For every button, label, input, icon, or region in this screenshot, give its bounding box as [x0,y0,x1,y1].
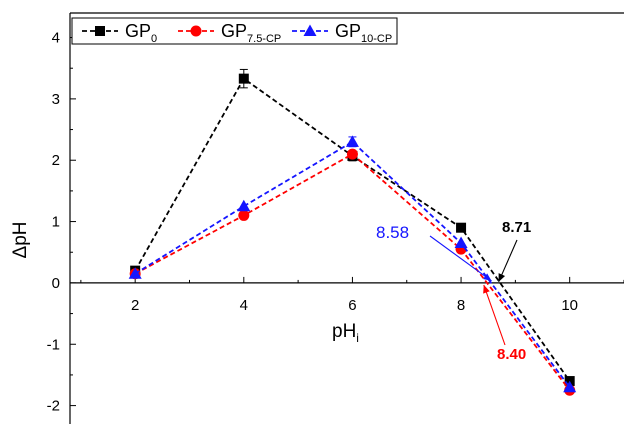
x-axis-title-sub: i [356,331,359,345]
annotations: 8.71 8.58 8.40 [376,219,531,363]
data-point [238,209,250,221]
annotation-label: 8.71 [502,219,531,236]
tick-marks: 2 4 6 8 10 -2 -1 0 1 2 3 4 [47,30,624,415]
legend-label: GP7.5-CP [221,21,281,45]
y-tick-label: -2 [47,398,60,415]
legend-label: GP10-CP [335,21,392,45]
y-tick-label: 0 [52,275,60,292]
series-layer [128,68,577,396]
data-point [345,135,359,147]
data-point [238,73,249,84]
legend: GP0 GP7.5-CP GP10-CP [71,17,398,45]
annotation-arrowhead [498,273,506,282]
annotation-8.71: 8.71 [498,219,531,283]
annotation-8.40: 8.40 [483,284,526,363]
x-tick-label: 10 [561,297,578,314]
data-point [563,380,577,393]
data-point [237,199,251,212]
series-10-CP [128,135,577,393]
annotation-8.58: 8.58 [376,223,492,282]
y-axis-title: ΔpH [10,222,31,259]
data-point [456,222,467,233]
x-axis-title: pHi [332,321,359,345]
data-point [128,267,142,279]
axes [69,12,624,424]
y-tick-label: 4 [52,30,60,47]
annotation-arrow-line [483,284,506,346]
annotation-arrowhead [483,273,492,281]
legend-marker [303,24,317,36]
annotation-arrow-line [429,235,492,282]
legend-marker [95,26,105,36]
x-tick-label: 6 [348,297,356,314]
x-axis-title-main: pH [332,321,356,342]
x-tick-label: 8 [457,297,465,314]
legend-marker [190,25,202,37]
data-point [346,148,358,160]
annotation-arrowhead [483,284,490,294]
y-tick-label: 3 [52,91,60,108]
annotation-label: 8.40 [497,346,526,363]
x-tick-label: 4 [240,297,248,314]
y-tick-label: -1 [47,336,60,353]
annotation-label: 8.58 [376,223,409,242]
x-tick-label: 2 [131,297,139,314]
y-tick-label: 2 [52,152,60,169]
data-point [454,236,468,249]
legend-label: GP0 [125,21,157,45]
legend-box [71,17,398,45]
y-tick-label: 1 [52,214,60,231]
